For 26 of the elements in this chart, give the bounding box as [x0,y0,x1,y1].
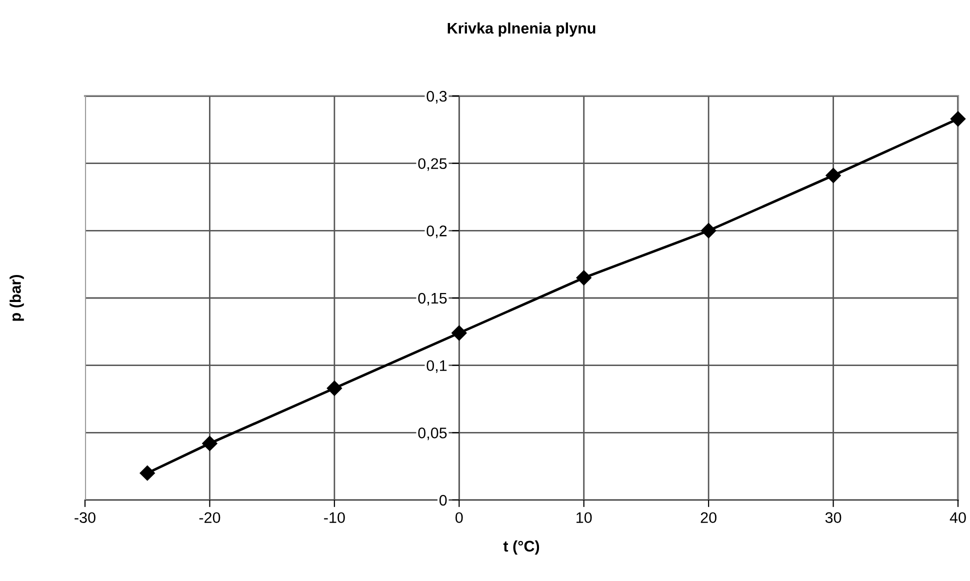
x-tick-label: 40 [950,512,966,524]
point [140,465,155,481]
point [452,325,467,341]
chart-title: Krivka plnenia plynu [448,22,596,37]
point [701,223,716,238]
point [202,436,218,452]
point [826,168,841,184]
x-tick-label: -20 [199,512,220,524]
x-tick-label: 30 [825,512,842,524]
y-tick-label: 0,2 [426,226,447,238]
point [950,111,966,126]
x-tick-label: 0 [455,512,463,524]
y-tick-label: 0,3 [426,90,447,104]
point [576,270,592,286]
x-axis-title: t (°C) [503,540,540,555]
y-tick-label: 0 [439,494,447,506]
x-tick-label: -10 [324,512,345,524]
x-tick-label: -30 [74,512,96,524]
y-tick-label: 0,05 [418,428,447,440]
point [326,380,342,396]
x-tick-label: 20 [700,512,716,524]
y-tick-label: 0,1 [426,360,447,373]
y-tick-label: 0,25 [418,158,447,171]
y-axis-title: p (bar) [10,274,24,321]
y-tick-label: 0,15 [418,292,447,306]
x-tick-label: 10 [576,512,592,524]
